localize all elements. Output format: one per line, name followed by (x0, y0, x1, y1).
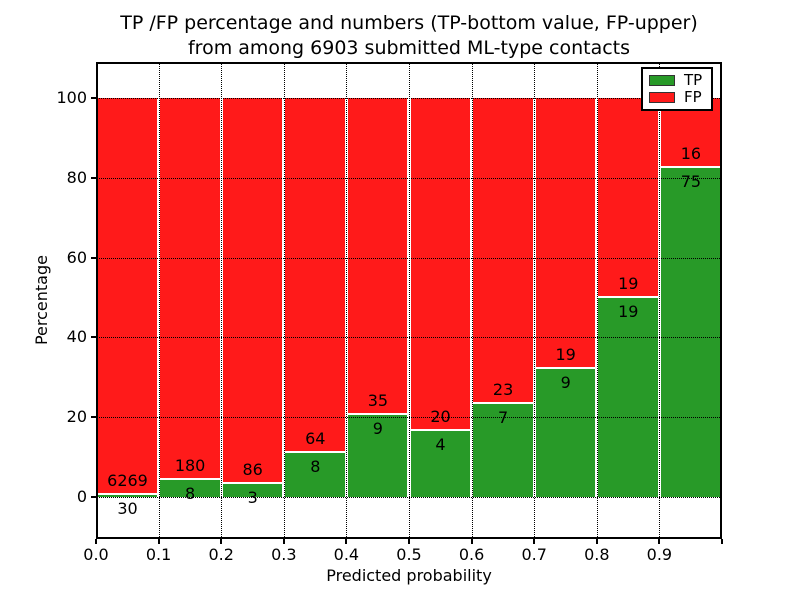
y-tick-mark (91, 496, 96, 498)
bar-segment-tp (410, 430, 471, 497)
gridline-vertical (409, 62, 410, 539)
bar-count-label-fp: 20 (430, 406, 451, 426)
x-tick-mark (658, 539, 661, 544)
bar-segment-fp (160, 98, 220, 481)
y-tick-mark (91, 336, 96, 339)
x-tick-label: 0.4 (333, 545, 360, 564)
y-tick-mark (91, 97, 96, 99)
bar-count-label-fp: 23 (492, 379, 514, 399)
x-tick-mark (721, 539, 723, 544)
bar-segment-fp (410, 98, 471, 431)
bar-count-label-tp: 9 (560, 372, 571, 392)
x-tick-mark (533, 539, 536, 544)
y-tick-label: 20 (66, 407, 87, 427)
bar-count-label-fp: 19 (618, 273, 639, 293)
bar-count-label-tp: 9 (372, 419, 383, 439)
x-tick-label: 0.8 (584, 545, 610, 564)
plot-content: 6269 30 180 8 86 3 64 8 35 9 20 4 23 7 19 9 19 19 16 75 (96, 62, 722, 539)
bar-segment-tp (222, 483, 283, 497)
gridline-vertical (596, 62, 598, 539)
bar-segment-tp (160, 480, 220, 497)
legend-label-fp: FP (684, 88, 702, 106)
bar-segment-fp (285, 98, 345, 453)
y-tick-mark (91, 416, 96, 419)
x-tick-mark (220, 539, 223, 544)
x-tick-label: 0.6 (458, 545, 485, 564)
gridline-vertical (221, 62, 223, 539)
y-tick-label: 100 (56, 88, 87, 107)
bar-segment-tp (285, 452, 345, 497)
bar-count-label-fp: 16 (680, 144, 702, 164)
bar-segment-tp (598, 297, 658, 497)
bar-segment-tp (97, 495, 158, 497)
legend-entry-fp: FP (649, 90, 705, 105)
gridline-vertical (471, 62, 473, 539)
chart-title: TP /FP percentage and numbers (TP-bottom… (96, 11, 722, 61)
bar-count-label-fp: 64 (305, 428, 326, 448)
bar-segment-tp (347, 415, 408, 497)
bar-segment-fp (535, 98, 596, 369)
bar-count-label-fp: 180 (174, 456, 206, 476)
bar-count-label-tp: 30 (117, 499, 138, 519)
y-tick-label: 80 (66, 167, 87, 187)
bar-count-label-fp: 19 (555, 344, 576, 364)
x-tick-mark (595, 539, 598, 544)
bar-segment-fp (222, 98, 283, 484)
bar-segment-tp (535, 368, 596, 497)
legend: TP FP (641, 67, 713, 111)
x-tick-label: 0.9 (646, 545, 673, 564)
y-tick-label: 0 (76, 487, 87, 506)
bar-count-label-fp: 86 (242, 459, 263, 479)
x-axis-label: Predicted probability (326, 566, 492, 585)
bar-segment-fp (347, 98, 408, 416)
x-tick-mark (282, 539, 285, 544)
x-tick-mark (470, 539, 473, 544)
gridline-vertical (346, 62, 348, 539)
y-tick-mark (91, 256, 96, 259)
y-tick-label: 60 (66, 247, 87, 267)
legend-swatch-fp (649, 92, 675, 103)
chart-title-line1: TP /FP percentage and numbers (TP-bottom… (120, 12, 698, 34)
y-tick-label: 40 (66, 327, 87, 347)
bar-segment-tp (660, 168, 721, 497)
x-tick-mark (157, 539, 160, 544)
x-tick-label: 0.0 (83, 545, 109, 564)
bar-count-label-fp: 6269 (107, 471, 148, 491)
legend-entry-tp: TP (649, 73, 705, 88)
x-tick-mark (95, 539, 97, 544)
x-tick-label: 0.2 (208, 545, 234, 564)
bar-count-label-fp: 35 (367, 391, 389, 411)
chart-title-line2: from among 6903 submitted ML-type contac… (187, 37, 631, 59)
bar-count-label-tp: 8 (185, 484, 196, 504)
legend-swatch-tp (649, 75, 675, 86)
x-tick-label: 0.5 (396, 545, 422, 564)
y-tick-mark (91, 176, 96, 179)
bar-segment-fp (598, 98, 658, 298)
gridline-vertical (283, 62, 285, 539)
gridline-vertical (534, 62, 536, 539)
x-tick-label: 0.7 (521, 545, 547, 564)
bar-count-label-tp: 8 (310, 456, 321, 476)
bar-segment-fp (97, 98, 158, 496)
gridline-vertical (158, 62, 160, 539)
bar-count-label-tp: 7 (498, 407, 509, 427)
x-tick-label: 0.1 (145, 545, 172, 564)
x-tick-label: 0.3 (271, 545, 297, 564)
bar-count-label-tp: 19 (618, 301, 639, 321)
bar-count-label-tp: 75 (680, 172, 702, 192)
x-tick-mark (408, 539, 410, 544)
legend-label-tp: TP (684, 71, 703, 89)
y-axis-label: Percentage (32, 255, 51, 346)
bar-segment-tp (473, 403, 533, 497)
x-tick-mark (345, 539, 348, 544)
gridline-vertical (659, 62, 661, 539)
bar-count-label-tp: 3 (247, 487, 258, 507)
bar-segment-fp (473, 98, 533, 404)
bar-count-label-tp: 4 (435, 434, 446, 454)
